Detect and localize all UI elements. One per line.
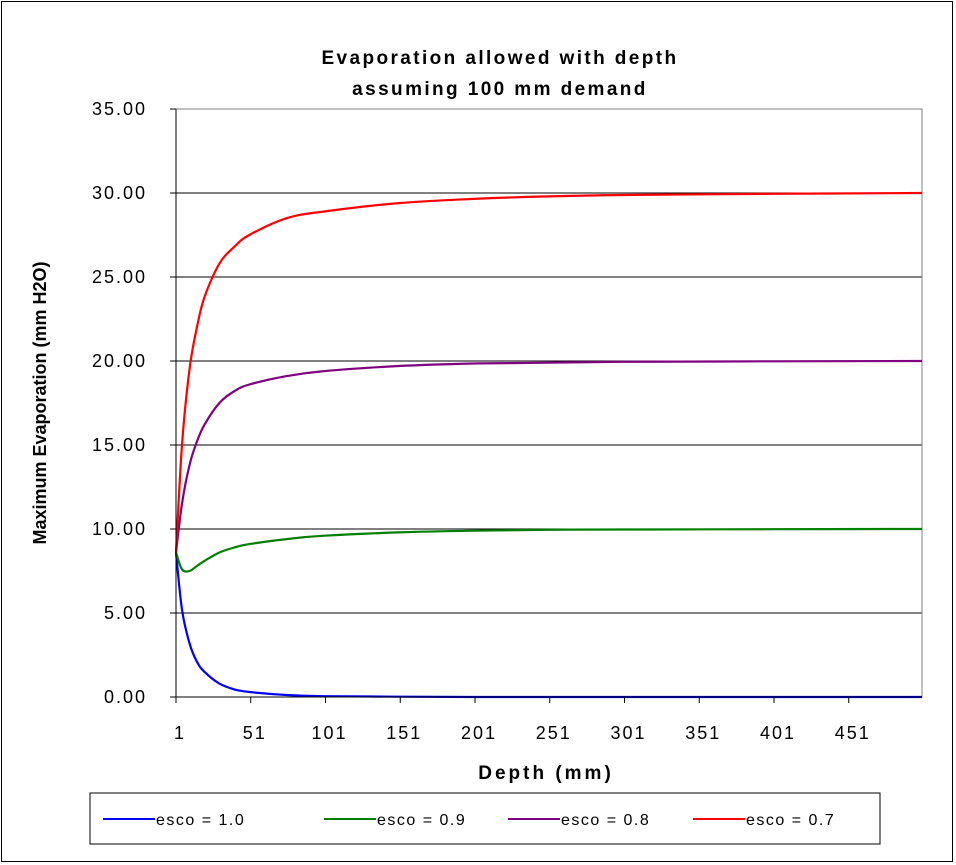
series-line-1: [174, 552, 922, 699]
y-axis-label: Maximum Evaporation (mm H2O): [30, 261, 50, 544]
y-tick-label: 10.00: [92, 519, 147, 539]
x-tick-label: 251: [536, 723, 572, 743]
series-line-4: [174, 191, 923, 553]
x-tick-label: 201: [461, 723, 497, 743]
x-tick-label: 301: [610, 723, 646, 743]
x-tick-label: 51: [243, 723, 267, 743]
series-line-3: [174, 359, 923, 553]
legend-box: [89, 792, 881, 845]
y-tick-label: 15.00: [92, 435, 147, 455]
legend-label: esco = 1.0: [156, 812, 245, 829]
y-tick-label: 35.00: [92, 99, 147, 119]
x-tick-label: 401: [760, 723, 796, 743]
x-tick-label: 351: [685, 723, 721, 743]
chart-title-line-2: assuming 100 mm demand: [352, 79, 648, 100]
y-tick-label: 30.00: [92, 183, 147, 203]
x-tick-labels: 1 51 101 151 201 251 301 351 401 451: [174, 697, 871, 743]
legend-label: esco = 0.9: [377, 812, 466, 829]
x-tick-label: 151: [386, 723, 422, 743]
chart-title-line-1: Evaporation allowed with depth: [321, 48, 678, 69]
series-line-2: [174, 527, 923, 573]
y-tick-label: 0.00: [104, 687, 147, 707]
x-tick-label: 1: [174, 723, 186, 743]
legend: esco = 1.0 esco = 0.9 esco = 0.8 esco = 0.7: [89, 792, 881, 845]
legend-label: esco = 0.7: [746, 812, 835, 829]
y-tick-label: 20.00: [92, 351, 147, 371]
x-tick-label: 451: [835, 723, 871, 743]
y-tick-label: 5.00: [104, 603, 147, 623]
y-tick-label: 25.00: [92, 267, 147, 287]
x-tick-label: 101: [311, 723, 347, 743]
y-tick-labels: 0.00 5.00 10.00 15.00 20.00 25.00 30.00 35.00: [92, 99, 176, 707]
x-axis-label: Depth (mm): [478, 763, 614, 784]
legend-label: esco = 0.8: [561, 812, 650, 829]
